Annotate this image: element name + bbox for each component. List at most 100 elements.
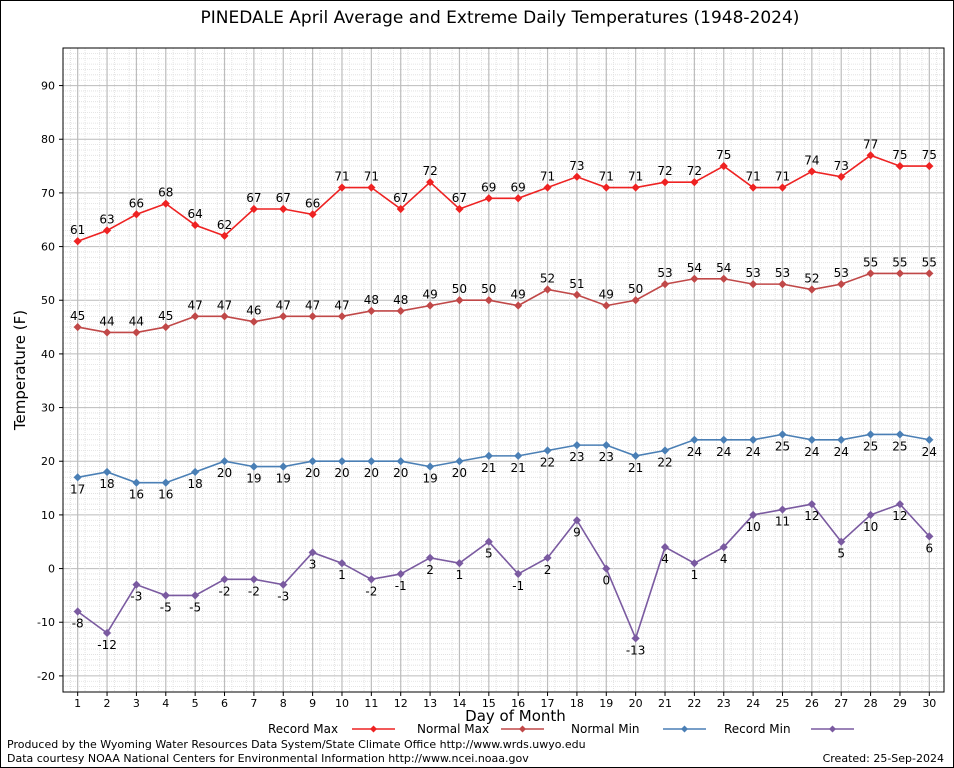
record-max-data-label: 71 — [364, 170, 379, 184]
legend-label-normal-min: Normal Min — [571, 722, 640, 736]
normal-max-data-label: 53 — [657, 266, 672, 280]
record-min-data-label: -1 — [512, 579, 524, 593]
x-tick-label: 21 — [658, 697, 672, 710]
normal-min-point — [308, 457, 317, 466]
x-tick-label: 10 — [335, 697, 349, 710]
normal-max-point — [660, 280, 670, 289]
normal-min-point — [690, 435, 699, 444]
x-tick-label: 7 — [250, 697, 257, 710]
record-min-point — [602, 564, 611, 573]
record-max-point — [572, 172, 581, 181]
record-min-point — [220, 575, 229, 584]
normal-min-point — [367, 457, 376, 466]
x-tick-label: 16 — [511, 697, 525, 710]
normal-max-point — [514, 301, 523, 310]
record-max-data-label: 63 — [99, 212, 114, 226]
normal-min-point — [484, 451, 493, 460]
record-min-point — [719, 543, 728, 552]
record-max-data-label: 66 — [305, 196, 320, 210]
record-min-data-label: 2 — [426, 563, 434, 577]
record-min-data-label: 10 — [745, 520, 760, 534]
normal-max-point — [455, 296, 464, 305]
record-max-data-label: 67 — [452, 191, 467, 205]
record-max-data-label: 67 — [393, 191, 408, 205]
normal-min-data-label: 20 — [334, 466, 349, 480]
normal-max-point — [690, 274, 699, 283]
normal-max-data-label: 50 — [481, 282, 496, 296]
normal-max-data-label: 55 — [892, 255, 907, 269]
normal-min-point — [191, 467, 200, 477]
normal-min-data-label: 16 — [129, 488, 144, 502]
record-min-point — [337, 559, 347, 568]
x-axis: 1 2 3 4 5 6 7 8 9 10 11 12 13 14 15 16 17 18 19 20 21 22 23 24 2… — [74, 692, 936, 710]
x-tick-label: 17 — [541, 697, 555, 710]
normal-max-data-label: 49 — [599, 288, 614, 302]
normal-max-data-label: 47 — [276, 298, 291, 312]
normal-min-data-label: 16 — [158, 488, 173, 502]
normal-min-point — [249, 462, 258, 471]
record-max-data-label: 75 — [922, 148, 937, 162]
record-max-data-label: 77 — [863, 137, 878, 151]
legend-label-record-max: Record Max — [268, 722, 338, 736]
series-record-max: 61 63 66 68 64 62 67 67 66 71 71 67 72 67 69 69 71 73 71 71… — [70, 137, 937, 246]
record-min-data-label: 6 — [925, 541, 933, 555]
record-max-point — [161, 199, 170, 208]
normal-min-data-label: 24 — [716, 445, 731, 459]
normal-max-data-label: 49 — [422, 288, 437, 302]
x-tick-label: 23 — [717, 697, 731, 710]
normal-max-point — [543, 285, 552, 294]
record-min-data-label: -5 — [160, 600, 172, 614]
x-tick-label: 11 — [364, 697, 378, 710]
legend-marker-record-min — [829, 725, 836, 733]
record-max-data-label: 72 — [657, 164, 672, 178]
normal-max-point — [631, 296, 640, 305]
normal-max-data-label: 52 — [804, 272, 819, 286]
record-min-data-label: 4 — [720, 552, 728, 566]
normal-max-data-label: 47 — [305, 298, 320, 312]
record-max-point — [484, 194, 493, 203]
normal-min-data-label: 21 — [511, 461, 526, 475]
footer-produced-by: Produced by the Wyoming Water Resources … — [7, 738, 586, 751]
x-tick-label: 29 — [893, 697, 907, 710]
x-tick-label: 3 — [133, 697, 140, 710]
record-max-data-label: 66 — [129, 196, 144, 210]
legend: Record Max Normal Max Normal Min Record Min — [268, 722, 854, 736]
normal-min-data-label: 21 — [628, 461, 643, 475]
record-max-point — [337, 183, 347, 192]
record-max-data-label: 67 — [276, 191, 291, 205]
record-max-data-label: 61 — [70, 223, 85, 237]
record-min-data-label: -12 — [97, 638, 117, 652]
record-min-data-label: 9 — [573, 525, 581, 539]
normal-min-point — [220, 457, 229, 466]
record-min-point — [73, 607, 82, 616]
record-min-data-label: 4 — [661, 552, 669, 566]
normal-max-point — [866, 269, 875, 278]
normal-min-data-label: 23 — [569, 450, 584, 464]
record-max-point — [807, 167, 816, 176]
normal-max-data-label: 48 — [364, 293, 379, 307]
record-min-point — [484, 537, 493, 546]
legend-marker-normal-max — [519, 725, 526, 733]
normal-max-point — [220, 312, 229, 321]
series-normal-min: 17 18 16 16 18 20 19 19 20 20 20 20 19 20 21 21 22 23 23 21… — [70, 430, 937, 502]
record-min-data-label: 12 — [804, 509, 819, 523]
normal-min-point — [895, 430, 905, 439]
normal-max-data-label: 53 — [745, 266, 760, 280]
normal-max-point — [602, 301, 611, 310]
normal-max-point — [308, 312, 317, 321]
record-min-data-label: 2 — [544, 563, 552, 577]
footer-created-date: Created: 25-Sep-2024 — [822, 752, 944, 765]
normal-min-data-label: 19 — [422, 472, 437, 486]
footer-data-courtesy: Data courtesy NOAA National Centers for … — [7, 752, 529, 765]
record-min-point — [778, 505, 787, 514]
record-max-point — [749, 183, 758, 192]
record-min-data-label: 3 — [309, 557, 317, 571]
normal-max-data-label: 54 — [687, 261, 702, 275]
x-tick-label: 30 — [922, 697, 936, 710]
normal-min-point — [837, 435, 846, 444]
normal-min-data-label: 24 — [804, 445, 819, 459]
record-min-point — [749, 510, 758, 519]
record-min-point — [308, 548, 317, 557]
